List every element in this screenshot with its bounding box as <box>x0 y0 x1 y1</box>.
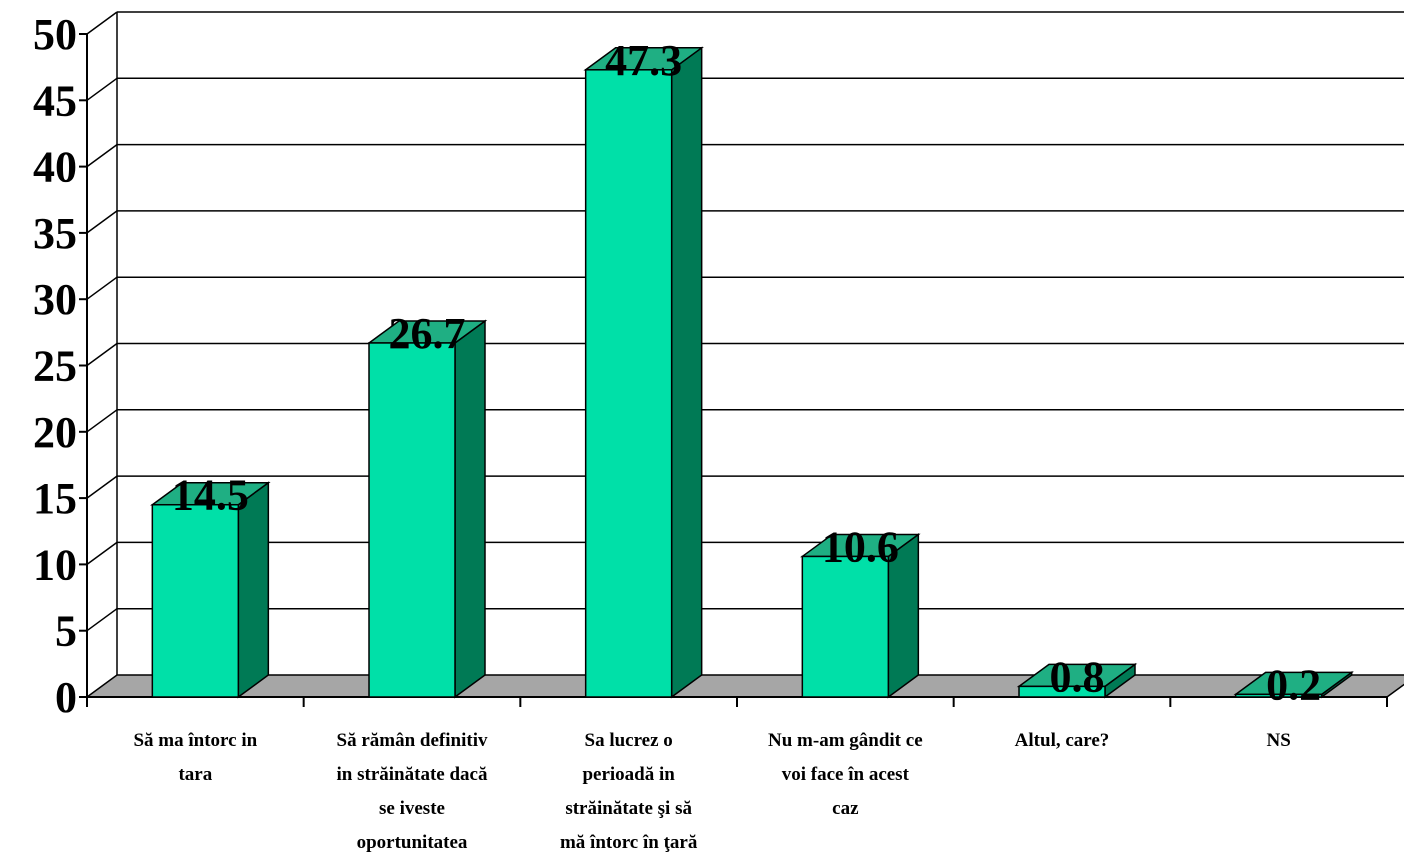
gridline-diagonal <box>86 541 118 566</box>
y-tick-label: 40 <box>33 143 77 192</box>
gridline-diagonal <box>86 342 118 367</box>
y-tick-label: 30 <box>33 275 77 324</box>
category-label: Sa lucrez o <box>585 730 673 751</box>
bar-group <box>1233 670 1354 699</box>
bar-group <box>150 481 271 699</box>
bar-group <box>1016 662 1138 699</box>
chart-floor-plane <box>84 674 1404 698</box>
category-label: Nu m-am gândit ce <box>768 730 923 751</box>
gridline-diagonal <box>86 475 118 499</box>
category-label: caz <box>832 798 859 819</box>
category-label: tara <box>178 764 212 785</box>
gridline-diagonal <box>86 143 118 168</box>
y-tick-label: 10 <box>33 540 77 589</box>
category-label: NS <box>1267 730 1291 751</box>
data-label: 26.7 <box>389 309 466 358</box>
data-labels: 14.5 26.7 47.3 10.6 0.8 0.2 <box>172 36 1321 710</box>
gridline-diagonal <box>86 77 118 101</box>
category-labels: Să ma întorc in tara Să rămân definitiv in … <box>133 730 1290 853</box>
bar-side <box>670 46 703 699</box>
y-tick-label: 45 <box>33 76 77 125</box>
category-label: Să rămân definitiv <box>337 730 488 751</box>
category-label: se iveste <box>379 798 445 819</box>
gridlines <box>86 11 1404 675</box>
bar-group <box>583 46 704 699</box>
category-label: oportunitatea <box>357 832 468 853</box>
bar-group <box>366 319 488 699</box>
bar <box>801 555 890 698</box>
y-tick-label: 15 <box>33 474 77 523</box>
y-tick-label: 35 <box>33 209 77 258</box>
data-label: 14.5 <box>172 471 249 520</box>
category-label: Să ma întorc in <box>133 730 257 751</box>
category-label: mă întorc în ţară <box>560 832 698 853</box>
bars <box>150 46 1354 699</box>
category-label: străinătate şi să <box>565 798 692 819</box>
y-tick-label: 20 <box>33 408 77 457</box>
gridline-diagonal <box>86 409 118 433</box>
gridline-diagonal <box>86 11 118 35</box>
gridline-diagonal <box>86 276 118 300</box>
y-tick-label: 5 <box>55 607 77 656</box>
category-label: voi face în acest <box>782 764 910 785</box>
category-label: perioadă in <box>582 764 675 785</box>
bar-group <box>800 532 921 699</box>
data-label: 0.2 <box>1266 660 1321 709</box>
category-label: Altul, care? <box>1015 730 1110 751</box>
category-label: in străinătate dacă <box>337 764 488 785</box>
y-tick-label: 25 <box>33 342 77 391</box>
axes: 0 5 10 15 20 25 30 35 40 45 50 <box>33 10 1388 722</box>
bar <box>1234 693 1323 698</box>
chart-floor <box>84 674 1404 698</box>
y-tick-label: 50 <box>33 10 77 59</box>
gridline-diagonal <box>86 608 118 632</box>
bar-side <box>454 319 486 699</box>
bar <box>584 69 673 698</box>
gridline-diagonal <box>86 210 118 234</box>
bar <box>151 503 240 698</box>
y-tick-label: 0 <box>55 673 77 722</box>
bar <box>1018 685 1106 698</box>
data-label: 0.8 <box>1050 652 1105 701</box>
bar <box>368 342 456 698</box>
data-label: 10.6 <box>822 522 899 571</box>
data-label: 47.3 <box>605 36 682 85</box>
